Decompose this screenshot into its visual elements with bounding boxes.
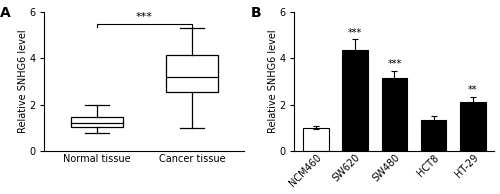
Bar [166,55,218,92]
Bar [382,78,407,151]
Y-axis label: Relative SNHG6 level: Relative SNHG6 level [268,29,278,133]
Text: ***: *** [136,12,153,22]
Bar [342,50,368,151]
Text: ***: *** [348,28,362,38]
Y-axis label: Relative SNHG6 level: Relative SNHG6 level [18,29,28,133]
Text: ***: *** [387,59,402,69]
Bar [421,120,446,151]
Bar [460,102,485,151]
Text: B: B [250,6,261,20]
Text: **: ** [468,85,477,95]
Bar [303,128,328,151]
Bar [70,117,123,127]
Text: A: A [0,6,11,20]
